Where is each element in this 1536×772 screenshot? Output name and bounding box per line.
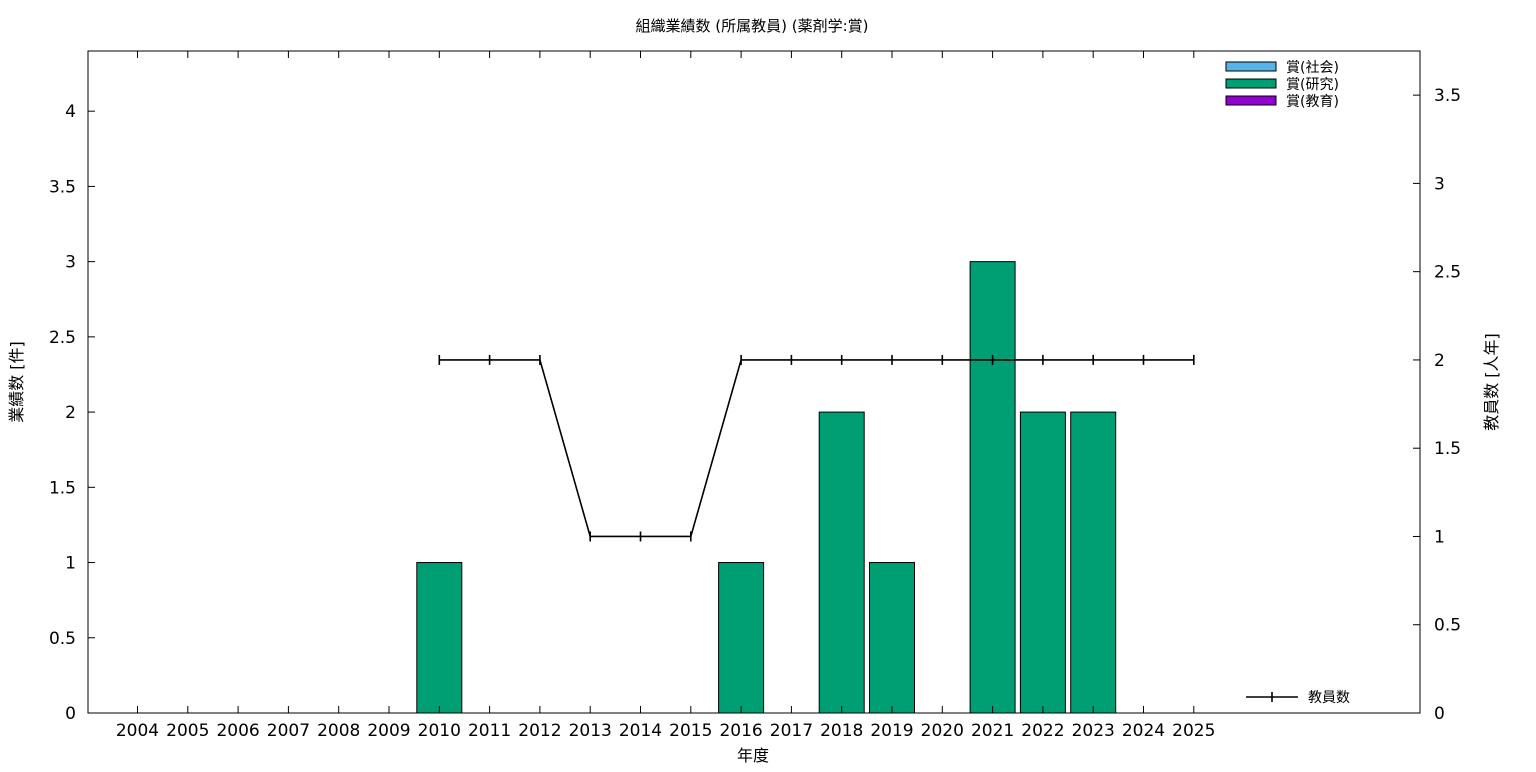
x-axis-label: 年度	[737, 746, 769, 765]
bar-2010-s1	[416, 562, 463, 714]
y2-tick-label-3: 3	[1434, 174, 1445, 194]
x-tick-label-2009: 2009	[367, 721, 410, 741]
x-tick-label-2017: 2017	[770, 721, 813, 741]
bar-2016-s1	[718, 562, 765, 714]
bar-2018-s1	[818, 411, 865, 714]
x-tick-label-2022: 2022	[1021, 721, 1064, 741]
x-tick-label-2004: 2004	[116, 721, 159, 741]
y2-tick-label-0: 0	[1434, 704, 1445, 724]
x-tick-label-2021: 2021	[971, 721, 1014, 741]
x-tick-label-2016: 2016	[719, 721, 762, 741]
bar-2019-s1	[869, 562, 915, 714]
chart-title: 組織業績数 (所属教員) (薬剤学:賞)	[636, 17, 869, 35]
y2-tick-label-2.5: 2.5	[1434, 263, 1461, 283]
x-tick-label-2023: 2023	[1072, 721, 1115, 741]
x-tick-label-2020: 2020	[921, 721, 964, 741]
x-tick-label-2015: 2015	[669, 721, 712, 741]
y-tick-label-3.5: 3.5	[49, 177, 76, 197]
y2-tick-label-1: 1	[1434, 527, 1445, 547]
bar-2023-s1	[1070, 411, 1117, 714]
y-tick-label-1: 1	[65, 554, 76, 574]
series-line-0	[439, 359, 1194, 538]
legend-swatch-0	[1225, 61, 1277, 72]
bar-2021-s1	[969, 261, 1016, 714]
x-tick-label-2012: 2012	[518, 721, 561, 741]
axes-layer: 2004 2005 2006 2007 2008 2009 2010 2011 2012 2013…	[49, 50, 1461, 741]
x-tick-label-2010: 2010	[418, 721, 461, 741]
legend: 賞(社会)賞(研究)賞(教育) 教員数	[1225, 60, 1350, 706]
x-tick-label-2024: 2024	[1122, 721, 1165, 741]
x-tick-label-2019: 2019	[870, 721, 913, 741]
x-tick-label-2011: 2011	[468, 721, 511, 741]
x-tick-label-2014: 2014	[619, 721, 662, 741]
x-tick-label-2008: 2008	[317, 721, 360, 741]
y-axis-label: 業績数 [件]	[7, 341, 26, 423]
legend-label-0: 賞(社会)	[1286, 60, 1339, 76]
bars-layer	[416, 261, 1117, 714]
legend-swatch-2	[1225, 95, 1277, 106]
line-layer	[438, 354, 1195, 542]
plot-frame	[87, 50, 1421, 714]
y2-tick-label-2: 2	[1434, 351, 1445, 371]
y-tick-label-0: 0	[65, 704, 76, 724]
bar-2022-s1	[1019, 411, 1066, 714]
y-tick-label-4: 4	[65, 102, 76, 122]
y-tick-label-2.5: 2.5	[49, 328, 76, 348]
x-tick-label-2013: 2013	[569, 721, 612, 741]
legend-swatch-1	[1225, 78, 1277, 89]
y-tick-label-2: 2	[65, 403, 76, 423]
legend-label-1: 賞(研究)	[1286, 77, 1339, 93]
x-tick-label-2025: 2025	[1172, 721, 1215, 741]
y2-tick-label-0.5: 0.5	[1434, 616, 1461, 636]
x-tick-label-2007: 2007	[267, 721, 310, 741]
y-tick-label-3: 3	[65, 253, 76, 273]
y2-tick-label-1.5: 1.5	[1434, 439, 1461, 459]
legend-line-label-0: 教員数	[1308, 690, 1350, 706]
x-tick-label-2006: 2006	[216, 721, 259, 741]
y2-axis-label: 教員数 [人年]	[1482, 333, 1501, 431]
y-tick-label-0.5: 0.5	[49, 629, 76, 649]
y-tick-label-1.5: 1.5	[49, 478, 76, 498]
legend-label-2: 賞(教育)	[1286, 94, 1339, 110]
x-tick-label-2005: 2005	[166, 721, 209, 741]
x-tick-label-2018: 2018	[820, 721, 863, 741]
y2-tick-label-3.5: 3.5	[1434, 86, 1461, 106]
